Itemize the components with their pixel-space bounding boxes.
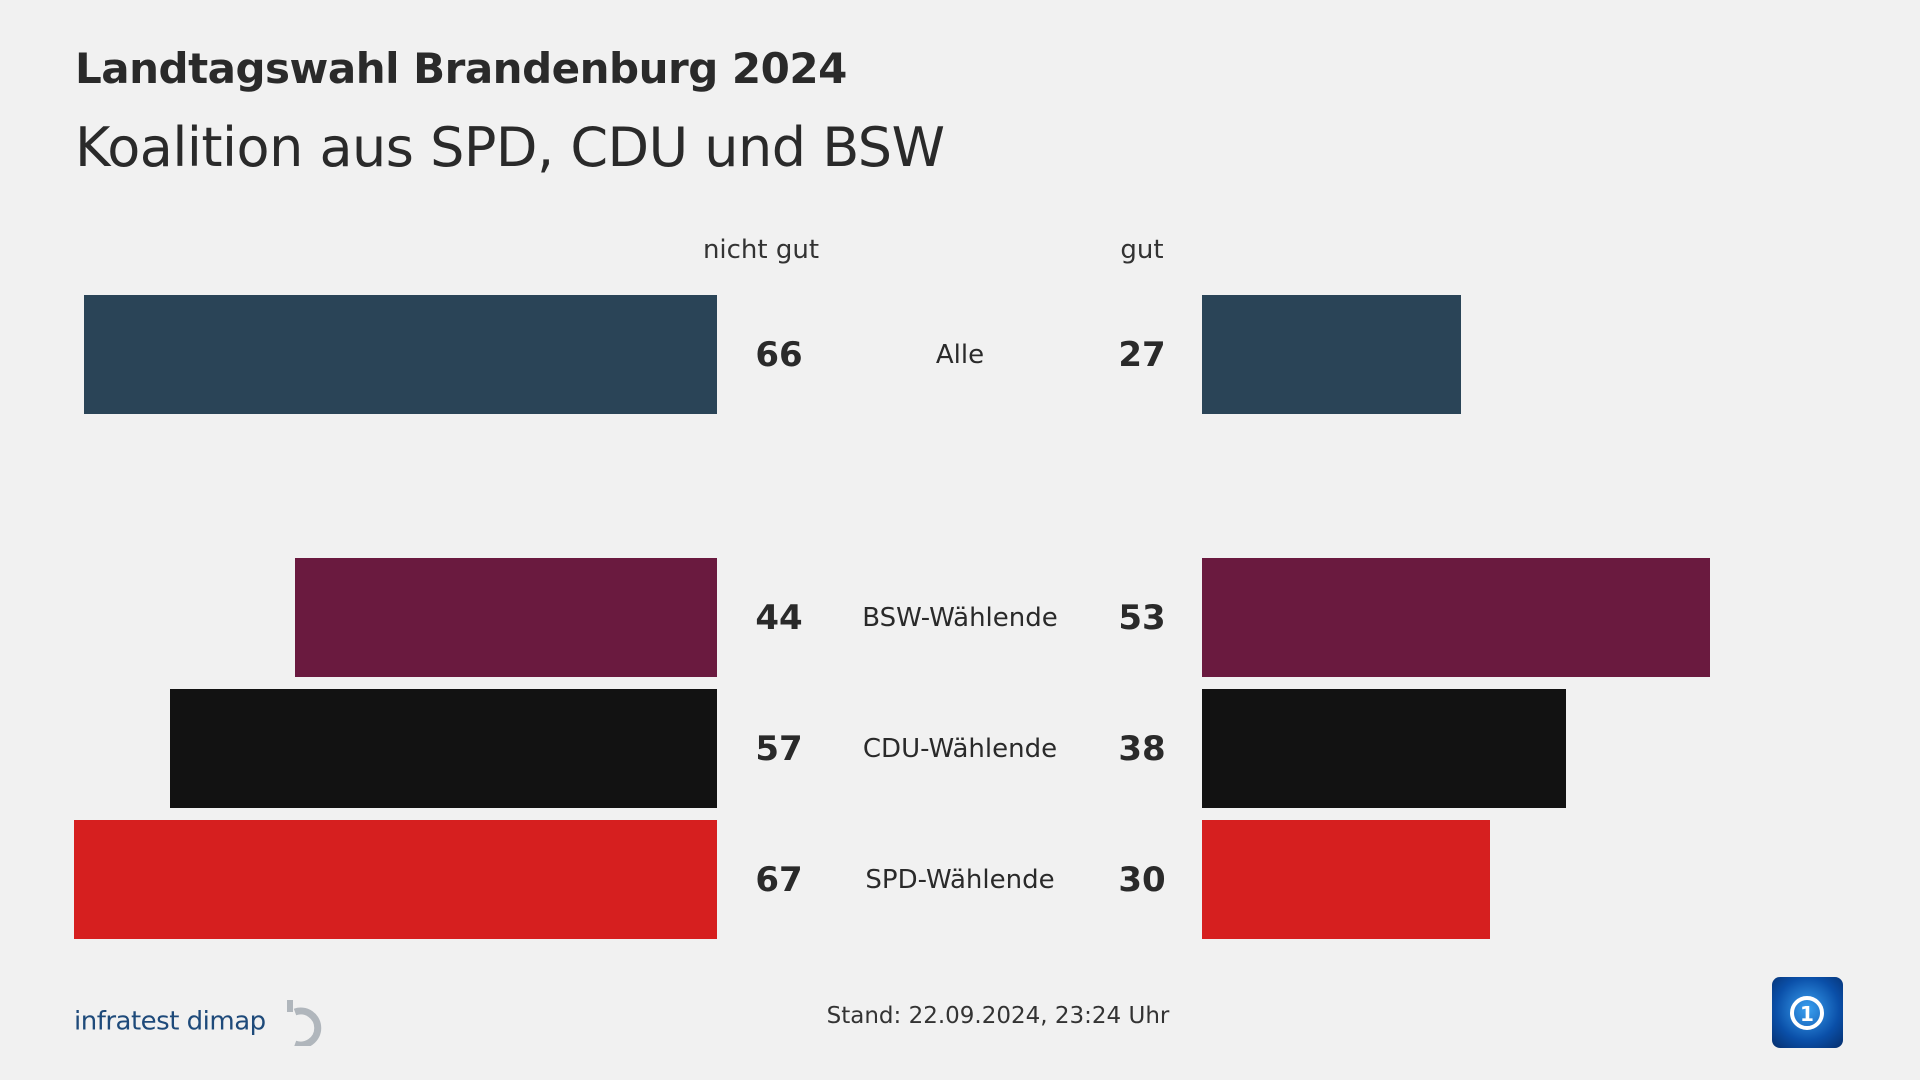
value-gut-alle: 27: [1118, 334, 1166, 375]
bar-nicht-gut-bsw-w-hlende: [295, 558, 717, 677]
value-gut-cdu-w-hlende: 38: [1118, 728, 1166, 769]
svg-text:1: 1: [1800, 1002, 1814, 1026]
bar-gut-cdu-w-hlende: [1202, 689, 1567, 808]
source-label: infratest dimap: [74, 1006, 266, 1037]
bar-gut-bsw-w-hlende: [1202, 558, 1711, 677]
category-label-bsw-w-hlende: BSW-Wählende: [862, 602, 1058, 633]
value-nicht-gut-alle: 66: [755, 334, 803, 375]
infratest-logo-icon: [287, 1000, 322, 1049]
value-nicht-gut-bsw-w-hlende: 44: [755, 597, 803, 638]
header-nicht-gut: nicht gut: [702, 235, 820, 265]
bar-gut-spd-w-hlende: [1202, 820, 1490, 939]
ard-tagesschau-logo-icon: 1: [1772, 977, 1843, 1048]
timestamp: Stand: 22.09.2024, 23:24 Uhr: [826, 1003, 1170, 1029]
header-gut: gut: [1120, 235, 1164, 265]
value-gut-bsw-w-hlende: 53: [1118, 597, 1166, 638]
category-label-spd-w-hlende: SPD-Wählende: [865, 864, 1055, 895]
category-label-alle: Alle: [935, 339, 985, 370]
value-gut-spd-w-hlende: 30: [1118, 859, 1166, 900]
value-nicht-gut-cdu-w-hlende: 57: [755, 728, 803, 769]
bar-nicht-gut-alle: [84, 295, 717, 414]
infratest-dimap-logo: infratest dimap: [74, 998, 329, 1049]
bar-gut-alle: [1202, 295, 1461, 414]
chart-subtitle: Koalition aus SPD, CDU und BSW: [75, 116, 945, 179]
chart-title: Landtagswahl Brandenburg 2024: [75, 44, 847, 93]
category-label-cdu-w-hlende: CDU-Wählende: [862, 733, 1058, 764]
value-nicht-gut-spd-w-hlende: 67: [755, 859, 803, 900]
bar-nicht-gut-spd-w-hlende: [74, 820, 717, 939]
bar-nicht-gut-cdu-w-hlende: [170, 689, 717, 808]
